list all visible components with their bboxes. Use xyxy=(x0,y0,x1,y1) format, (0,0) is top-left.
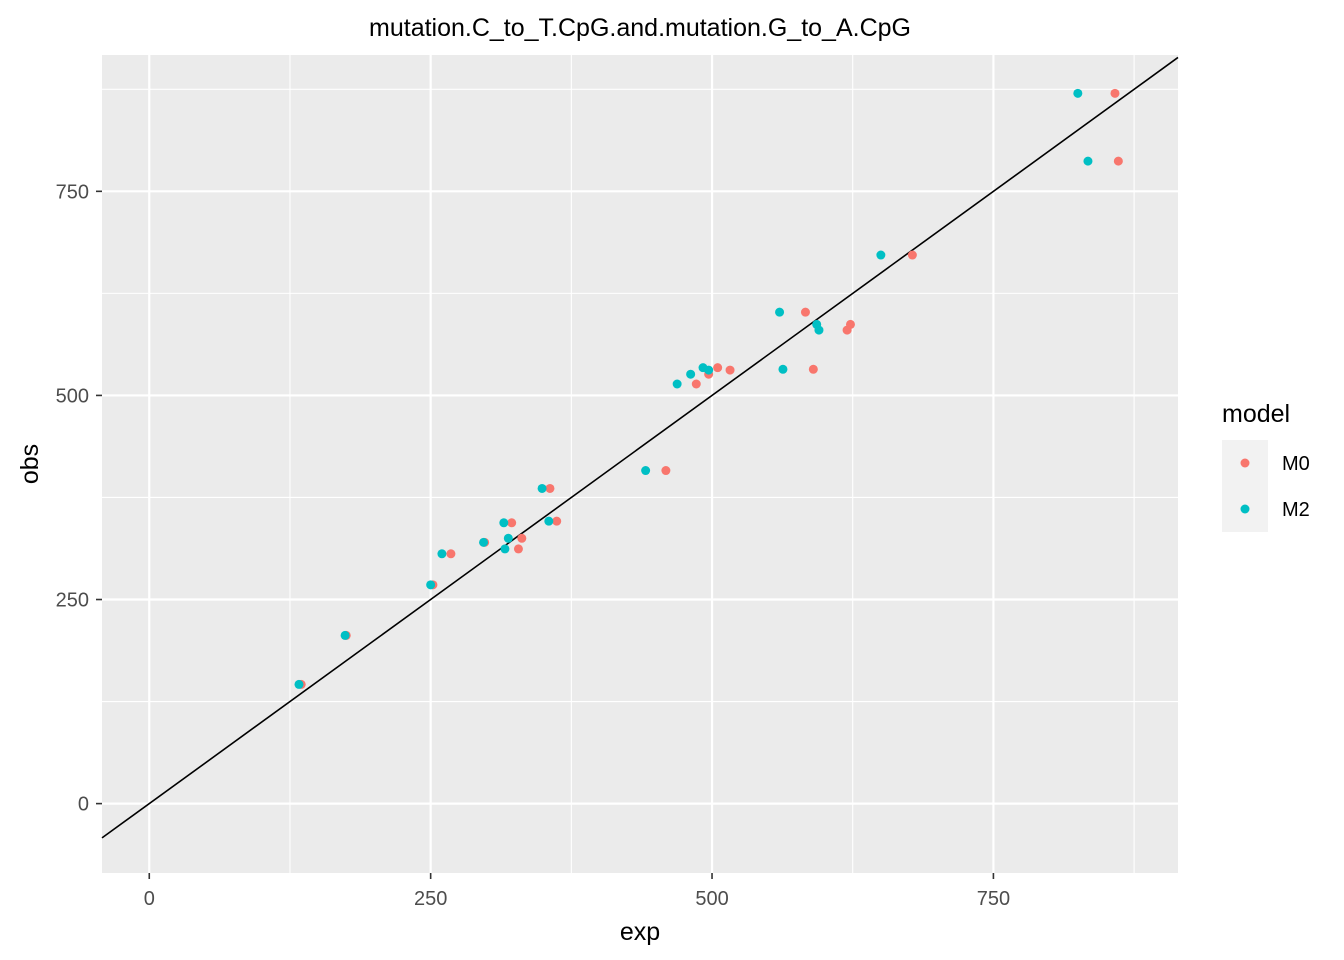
data-point-m0 xyxy=(713,363,723,373)
y-tick-label: 500 xyxy=(56,385,89,407)
legend-label-m0: M0 xyxy=(1282,453,1310,475)
data-point-m2 xyxy=(437,549,447,559)
x-axis-ticks: 0 250 500 750 xyxy=(144,873,1010,910)
x-axis-title: exp xyxy=(620,918,660,946)
data-point-m2 xyxy=(499,518,509,528)
data-points xyxy=(294,88,1123,689)
data-point-m2 xyxy=(544,516,554,526)
data-point-m2 xyxy=(672,379,682,389)
data-point-m0 xyxy=(552,516,562,526)
y-tick-label: 0 xyxy=(78,794,89,816)
y-axis-title: obs xyxy=(16,444,44,484)
plot-panel xyxy=(102,55,1178,873)
data-point-m2 xyxy=(1073,88,1083,98)
data-point-m0 xyxy=(1113,156,1123,166)
x-tick-label: 0 xyxy=(144,888,155,910)
reference-line xyxy=(101,56,1179,839)
data-point-m0 xyxy=(691,379,701,389)
data-point-m2 xyxy=(479,537,489,547)
legend-symbol-m0 xyxy=(1240,458,1250,468)
data-point-m2 xyxy=(686,369,696,379)
data-point-m0 xyxy=(446,549,456,559)
data-point-m2 xyxy=(1083,156,1093,166)
legend-label-m2: M2 xyxy=(1282,499,1310,521)
data-point-m0 xyxy=(545,483,555,493)
legend-title: model xyxy=(1222,400,1290,428)
data-point-m0 xyxy=(661,466,671,476)
data-point-m2 xyxy=(704,365,714,375)
data-point-m0 xyxy=(907,250,917,260)
data-point-m2 xyxy=(775,307,785,317)
data-point-m2 xyxy=(778,364,788,374)
data-point-m0 xyxy=(507,518,517,528)
data-point-m0 xyxy=(800,307,810,317)
x-tick-label: 250 xyxy=(414,888,447,910)
legend-symbol-m2 xyxy=(1240,504,1250,514)
data-point-m0 xyxy=(517,533,527,543)
legend: model M0 M2 xyxy=(1222,400,1310,532)
data-point-m0 xyxy=(1110,88,1120,98)
data-point-m2 xyxy=(876,250,886,260)
data-point-m0 xyxy=(725,365,735,375)
data-point-m2 xyxy=(503,533,513,543)
data-point-m0 xyxy=(808,364,818,374)
data-point-m0 xyxy=(513,544,523,554)
data-point-m2 xyxy=(814,325,824,335)
y-tick-label: 250 xyxy=(56,590,89,612)
x-tick-label: 750 xyxy=(977,888,1010,910)
y-axis-ticks: 0 250 500 750 xyxy=(56,181,102,816)
y-tick-label: 750 xyxy=(56,181,89,203)
data-point-m2 xyxy=(537,483,547,493)
data-point-m0 xyxy=(845,319,855,329)
data-point-m2 xyxy=(500,544,510,554)
chart-title: mutation.C_to_T.CpG.and.mutation.G_to_A.… xyxy=(369,14,911,42)
data-point-m2 xyxy=(426,580,436,590)
x-tick-label: 500 xyxy=(695,888,728,910)
data-point-m2 xyxy=(340,630,350,640)
reference-line-group xyxy=(101,56,1179,839)
data-point-m2 xyxy=(641,466,651,476)
data-point-m2 xyxy=(294,679,304,689)
